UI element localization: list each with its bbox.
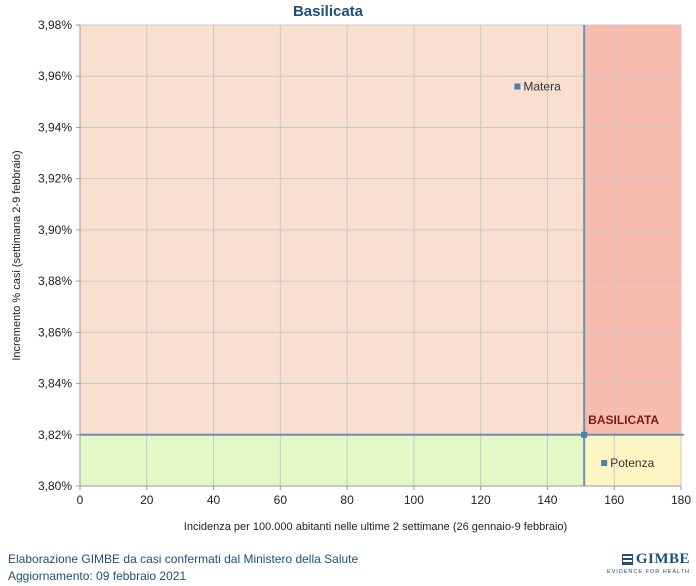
brand-logo: GIMBE EVIDENCE FOR HEALTH [607, 551, 690, 575]
quadrant-lower-left [80, 434, 585, 486]
x-tick-label: 60 [274, 493, 288, 507]
chart-title: Basilicata [293, 3, 364, 20]
y-tick-label: 3,86% [38, 325, 72, 339]
footer-updated: Aggiornamento: 09 febbraio 2021 [8, 569, 187, 583]
y-tick-label: 3,84% [38, 377, 72, 391]
gimbe-logo-icon [621, 554, 633, 565]
x-tick-label: 0 [77, 493, 84, 507]
x-tick-label: 100 [404, 493, 424, 507]
y-axis-label: Incremento % casi (settimana 2-9 febbrai… [11, 150, 23, 360]
data-point-label: Matera [523, 79, 561, 93]
y-tick-label: 3,94% [38, 120, 72, 134]
reference-point-label: BASILICATA [588, 413, 659, 427]
reference-point-marker [581, 431, 588, 438]
x-tick-label: 180 [671, 493, 691, 507]
quadrant-lower-right [584, 434, 681, 486]
y-tick-label: 3,98% [38, 18, 72, 32]
x-axis-label: Incidenza per 100.000 abitanti nelle ult… [184, 521, 567, 533]
y-tick-label: 3,92% [38, 172, 72, 186]
y-tick-label: 3,90% [38, 223, 72, 237]
x-tick-label: 140 [537, 493, 557, 507]
data-points: BASILICATA Matera Potenza [514, 79, 659, 470]
data-point-marker [514, 83, 521, 90]
y-tick-label: 3,80% [38, 479, 72, 493]
brand-name: GIMBE [635, 551, 690, 567]
x-tick-label: 20 [140, 493, 154, 507]
x-tick-label: 80 [340, 493, 354, 507]
x-tick-label: 40 [207, 493, 221, 507]
data-point-label: Potenza [610, 456, 654, 470]
y-tick-label: 3,96% [38, 69, 72, 83]
footer-source: Elaborazione GIMBE da casi confermati da… [8, 552, 359, 566]
brand-tagline: EVIDENCE FOR HEALTH [606, 569, 690, 575]
x-tick-label: 160 [604, 493, 624, 507]
axes: 0 20 40 60 80 100 120 140 160 180 3,80% 3,82% 3,84% 3… [38, 18, 691, 507]
y-tick-label: 3,82% [38, 428, 72, 442]
chart: Basilicata BASILICATA Matera Potenza 0 20 40… [11, 3, 691, 533]
x-tick-label: 120 [471, 493, 491, 507]
data-point-marker [601, 459, 608, 466]
y-tick-label: 3,88% [38, 274, 72, 288]
